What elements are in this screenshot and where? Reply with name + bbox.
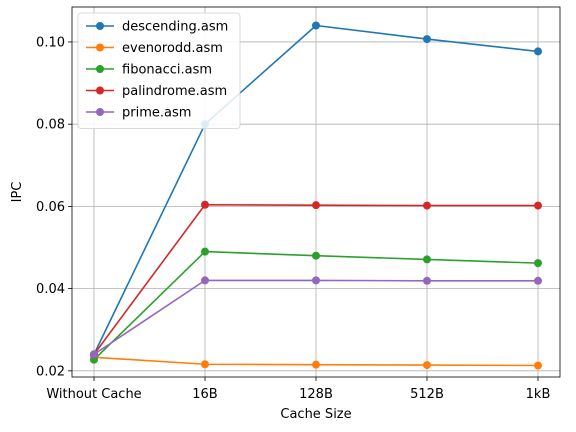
data-point (534, 201, 542, 210)
legend-item: fibonacci.asm (86, 63, 212, 78)
series-layer (90, 21, 542, 370)
data-point (312, 201, 320, 210)
data-point (201, 200, 209, 209)
legend-marker (96, 43, 104, 52)
legend-marker (96, 86, 104, 95)
y-tick-label: 0.08 (36, 118, 65, 133)
y-tick-label: 0.02 (36, 364, 65, 379)
x-axis: Without Cache 16B 128B 512B 1kB (46, 377, 550, 402)
data-point (534, 259, 542, 268)
legend-item: descending.asm (86, 20, 228, 35)
data-point (201, 276, 209, 285)
x-tick-label: 128B (299, 387, 333, 402)
data-point (312, 360, 320, 369)
legend-label: evenorodd.asm (122, 41, 223, 56)
data-point (312, 251, 320, 260)
legend-marker (96, 22, 104, 30)
legend-label: prime.asm (122, 106, 191, 121)
data-point (312, 21, 320, 30)
data-point (423, 201, 431, 210)
x-tick-label: 512B (410, 387, 444, 402)
legend-marker (96, 108, 104, 116)
data-point (423, 276, 431, 285)
data-point (534, 361, 542, 370)
data-point (201, 360, 209, 369)
data-point (312, 276, 320, 285)
data-point (423, 361, 431, 370)
y-axis: 0.02 0.04 0.06 0.08 0.10 (36, 35, 72, 379)
data-point (201, 247, 209, 256)
legend-box (77, 12, 241, 129)
x-axis-label: Cache Size (280, 407, 351, 422)
legend: descending.asm evenorodd.asm fibonacci.asm… (77, 12, 241, 129)
y-tick-label: 0.10 (36, 35, 65, 50)
data-point (423, 255, 431, 264)
legend-item: evenorodd.asm (86, 41, 223, 56)
data-point (534, 276, 542, 285)
x-tick-label: 1kB (526, 387, 551, 402)
legend-label: fibonacci.asm (122, 63, 212, 78)
legend-item: palindrome.asm (86, 84, 227, 99)
legend-item: prime.asm (86, 106, 191, 121)
series-palindrome (90, 200, 542, 359)
y-axis-label: IPC (10, 182, 25, 203)
x-tick-label: 16B (192, 387, 217, 402)
y-tick-label: 0.06 (36, 200, 65, 215)
data-point (534, 47, 542, 56)
series-prime (90, 276, 542, 359)
legend-label: descending.asm (122, 20, 228, 35)
legend-label: palindrome.asm (122, 84, 227, 99)
data-point (90, 350, 98, 359)
y-tick-label: 0.04 (36, 282, 65, 297)
data-point (423, 35, 431, 44)
x-tick-label: Without Cache (46, 387, 141, 402)
legend-marker (96, 65, 104, 73)
